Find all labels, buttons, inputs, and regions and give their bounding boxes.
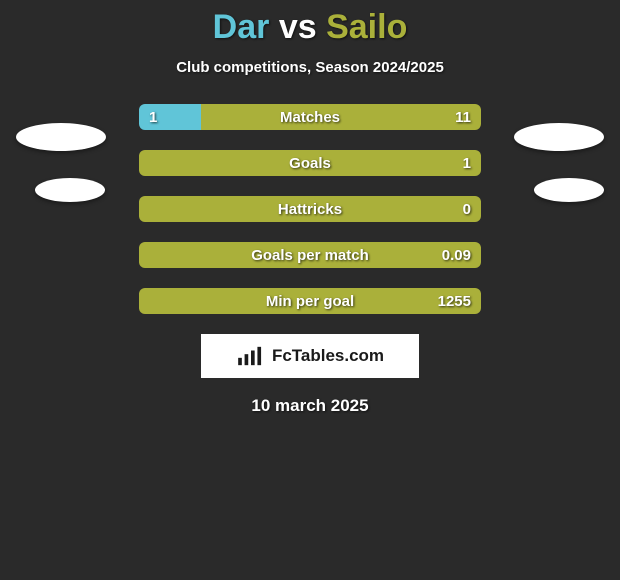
vs-text: vs [279, 8, 317, 46]
bar-track [139, 104, 481, 130]
stat-value-right: 11 [455, 104, 471, 130]
stat-value-right: 1 [463, 150, 471, 176]
stat-value-left: 1 [149, 104, 157, 130]
stat-row: Hattricks 0 [139, 196, 481, 222]
bar-track [139, 242, 481, 268]
stats-container: 1 Matches 11 Goals 1 Hattricks 0 Goals p… [0, 104, 620, 314]
stat-value-right: 1255 [438, 288, 471, 314]
bar-track [139, 288, 481, 314]
bar-track [139, 150, 481, 176]
bar-right [139, 196, 481, 222]
stat-row: Goals 1 [139, 150, 481, 176]
stat-value-right: 0.09 [442, 242, 471, 268]
stat-row: Min per goal 1255 [139, 288, 481, 314]
stat-row: Goals per match 0.09 [139, 242, 481, 268]
stat-value-right: 0 [463, 196, 471, 222]
subtitle: Club competitions, Season 2024/2025 [0, 59, 620, 76]
bar-track [139, 196, 481, 222]
date: 10 march 2025 [0, 396, 620, 416]
bar-chart-icon [236, 345, 266, 367]
bar-right [139, 242, 481, 268]
logo-text: FcTables.com [272, 346, 384, 366]
bar-right [139, 150, 481, 176]
player1-name: Dar [213, 8, 270, 46]
bar-right [139, 288, 481, 314]
logo: FcTables.com [201, 334, 419, 378]
bar-right [201, 104, 481, 130]
player2-name: Sailo [326, 8, 407, 46]
stat-row: 1 Matches 11 [139, 104, 481, 130]
page-title: Dar vs Sailo [0, 0, 620, 47]
